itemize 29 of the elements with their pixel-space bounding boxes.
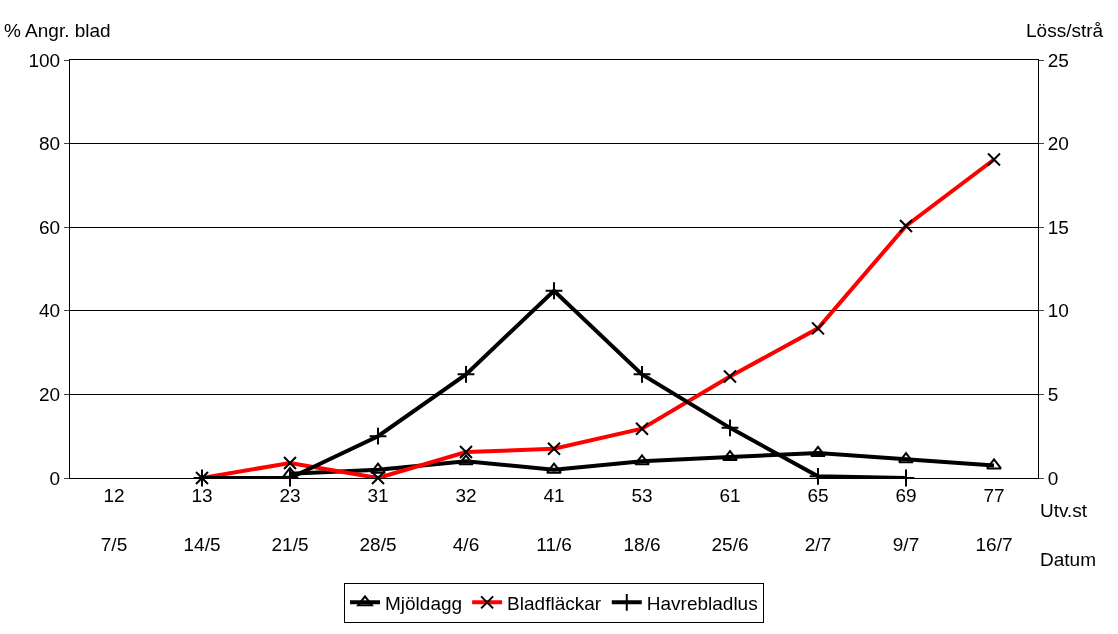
y2-tick-label: 25 [1047, 49, 1069, 71]
y2-axis-title: Löss/strå [1026, 20, 1104, 41]
y-tick-label: 20 [39, 384, 61, 406]
legend-label: Mjöldagg [385, 592, 463, 614]
category-label: 32 4/6 [452, 484, 480, 556]
y2-tick-label: 20 [1047, 133, 1069, 155]
y-tick-label: 80 [39, 133, 61, 155]
category-label: 61 25/6 [711, 484, 749, 556]
category-label: 23 21/5 [271, 484, 309, 556]
y-tick-label: 0 [49, 467, 61, 489]
y-tick-label: 60 [39, 216, 61, 238]
legend-label: Havrebladlus [646, 592, 758, 614]
category-label: 53 18/6 [623, 484, 661, 556]
y2-tick-label: 15 [1047, 216, 1069, 238]
text: Utv.st Datum [1040, 500, 1096, 571]
category-label: 12 7/5 [100, 484, 128, 556]
legend-label: Bladfläckar [507, 592, 602, 614]
y-tick-label: 100 [28, 49, 61, 71]
y2-tick-label: 5 [1047, 384, 1059, 406]
y-tick-label: 40 [39, 300, 61, 322]
category-label: 41 11/6 [536, 484, 572, 556]
category-label: 31 28/5 [359, 484, 397, 556]
category-label: 65 2/7 [804, 484, 832, 556]
y-axis-title: % Angr. blad [4, 20, 111, 41]
category-label: 13 14/5 [183, 484, 221, 556]
y2-tick-label: 0 [1047, 467, 1059, 489]
category-label: 69 9/7 [892, 484, 920, 556]
category-label: 77 16/7 [975, 484, 1013, 556]
y2-tick-label: 10 [1047, 300, 1069, 322]
